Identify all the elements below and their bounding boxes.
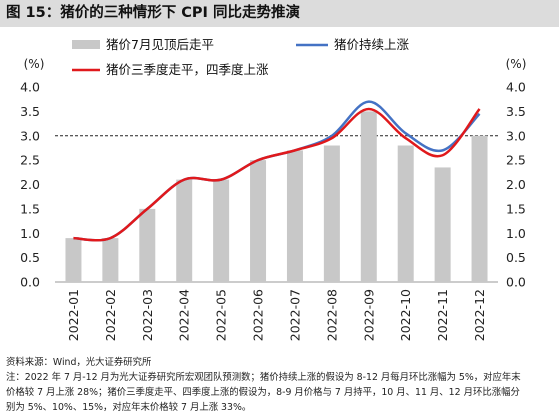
- y-tick-right: 4.0: [506, 80, 526, 95]
- legend-swatch-bar: [72, 40, 100, 49]
- x-tick-label: 2022-05: [214, 289, 229, 341]
- bar-2022-08: [323, 145, 340, 282]
- y-tick-left: 4.0: [20, 80, 40, 95]
- x-tick-label: 2022-01: [66, 289, 81, 341]
- y-tick-right: 2.5: [506, 153, 526, 168]
- note-line-2: 价格较 7 月上涨 28%；猪价三季度走平、四季度上涨的假设为，8-9 月价格与…: [6, 387, 520, 398]
- x-tick-label: 2022-02: [103, 289, 118, 341]
- bar-2022-03: [139, 208, 156, 282]
- y-tick-right: 1.0: [506, 226, 526, 241]
- x-tick-label: 2022-12: [472, 289, 487, 341]
- x-tick-label: 2022-09: [361, 289, 376, 341]
- y-tick-right: 0.0: [506, 275, 526, 290]
- y-tick-right: 1.5: [506, 201, 526, 216]
- bar-2022-06: [250, 160, 267, 282]
- cpi-chart: 0.0 0.5 1.0 1.5 2.0 2.5 3.0 3.5 4.0 0.0 0.5 1.0 1.5…: [20, 37, 527, 341]
- y-tick-right: 2.0: [506, 177, 526, 192]
- x-tick-label: 2022-04: [177, 289, 192, 341]
- source-note: 资料来源：Wind，光大证券研究所: [6, 357, 152, 368]
- y-tick-right: 0.5: [506, 250, 526, 265]
- y-tick-left: 2.0: [20, 177, 40, 192]
- bar-2022-07: [286, 150, 303, 282]
- bar-2022-12: [471, 135, 488, 282]
- bar-2022-10: [397, 145, 414, 282]
- bar-2022-09: [360, 111, 377, 282]
- line-series-flat-then-rise: [73, 107, 481, 242]
- y-axis-left-unit: (%): [24, 57, 45, 71]
- y-tick-left: 1.5: [20, 201, 40, 216]
- bar-2022-04: [176, 179, 193, 282]
- figure-footer: 资料来源：Wind，光大证券研究所 注：2022 年 7 月-12 月为光大证券…: [6, 355, 554, 415]
- note-line-3: 别为 5%、10%、15%，对应年末价格较 7 月上涨 33%。: [6, 402, 252, 413]
- y-tick-left: 0.0: [20, 275, 40, 290]
- y-tick-left: 2.5: [20, 153, 40, 168]
- x-tick-label: 2022-03: [140, 289, 155, 341]
- figure-title: 图 15：猪价的三种情形下 CPI 同比走势推演: [0, 0, 559, 27]
- y-tick-right: 3.0: [506, 128, 526, 143]
- legend-label-blue-line: 猪价持续上涨: [334, 37, 410, 52]
- bar-2022-05: [213, 179, 230, 282]
- y-tick-left: 1.0: [20, 226, 40, 241]
- bar-2022-01: [65, 238, 82, 282]
- y-tick-left: 3.5: [20, 104, 40, 119]
- legend-label-red-line: 猪价三季度走平，四季度上涨: [106, 62, 269, 77]
- y-tick-left: 3.0: [20, 128, 40, 143]
- x-tick-label: 2022-08: [324, 289, 339, 341]
- legend-label-bar: 猪价7月见顶后走平: [106, 37, 214, 52]
- bar-2022-11: [434, 167, 451, 282]
- x-tick-label: 2022-06: [251, 289, 266, 341]
- x-tick-label: 2022-07: [287, 289, 302, 341]
- bar-2022-02: [102, 238, 119, 282]
- x-tick-label: 2022-11: [435, 289, 450, 341]
- y-axis-right-unit: (%): [506, 57, 527, 71]
- y-tick-left: 0.5: [20, 250, 40, 265]
- note-line-1: 注：2022 年 7 月-12 月为光大证券研究所宏观团队预测数；猪价持续上涨的…: [6, 372, 521, 383]
- x-tick-label: 2022-10: [398, 289, 413, 341]
- y-tick-right: 3.5: [506, 104, 526, 119]
- legend: 猪价7月见顶后走平 猪价持续上涨 猪价三季度走平，四季度上涨: [72, 37, 410, 77]
